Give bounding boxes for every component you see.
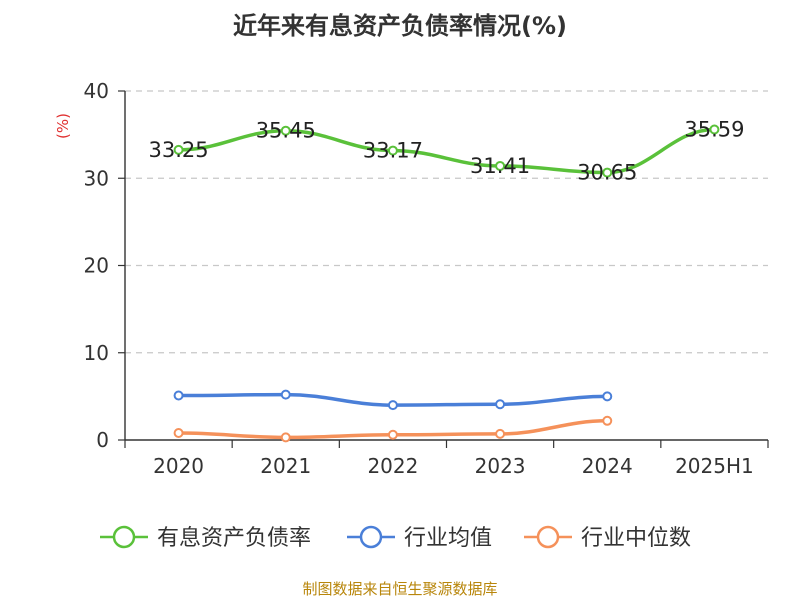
series-line-0 [178,127,715,175]
series-0-point-2022 [387,145,398,156]
series-1-point-2021 [280,389,291,400]
series-0-point-2020 [173,144,184,155]
y-axis-label: (%) [54,113,72,139]
series-0-point-2021 [280,125,291,136]
x-tick-label-2023: 2023 [475,454,526,478]
series-2-point-2022 [387,429,398,440]
series-layer [173,124,720,443]
y-tick-label-10: 10 [84,341,109,365]
series-0-point-2025H1 [709,124,720,135]
x-tick-label-2021: 2021 [260,454,311,478]
data-label-2024: 30.65 [577,161,637,185]
series-0-point-2023 [495,160,506,171]
gridlines [125,90,768,354]
y-tick-label-30: 30 [84,166,109,190]
data-label-2021: 35.45 [256,119,316,143]
series-2-point-2023 [495,428,506,439]
series-1-point-2020 [173,390,184,401]
legend-label-0: 有息资产负债率 [157,526,311,551]
chart-title: 近年来有息资产负债率情况(%) [233,12,567,40]
legend-marker-0 [112,525,136,549]
x-tick-label-2025H1: 2025H1 [675,454,754,478]
legend: 有息资产负债率 行业均值 行业中位数 [100,525,691,551]
series-0-point-2024 [602,167,613,178]
data-labels: 33.25 35.45 33.17 31.41 30.65 35.59 [149,117,745,184]
series-2-point-2024 [602,415,613,426]
y-tick-label-40: 40 [84,79,109,103]
series-1-point-2024 [602,391,613,402]
data-label-2023: 31.41 [470,154,530,178]
legend-label-2: 行业中位数 [581,526,691,551]
axes: 0 10 20 30 40 (%) 2020 2021 2022 2023 2024 2025H1 [54,79,769,478]
x-tick-label-2024: 2024 [582,454,633,478]
series-1-point-2023 [495,399,506,410]
data-label-2022: 33.17 [363,139,423,163]
x-tick-label-2022: 2022 [367,454,418,478]
legend-marker-2 [536,525,560,549]
data-label-2025H1: 35.59 [684,117,744,141]
data-label-2020: 33.25 [149,138,209,162]
y-tick-label-20: 20 [84,254,109,278]
legend-marker-1 [359,525,383,549]
x-tick-label-2020: 2020 [153,454,204,478]
series-1-point-2022 [387,400,398,411]
y-tick-label-0: 0 [96,428,109,452]
series-2-point-2021 [280,432,291,443]
series-2-point-2020 [173,428,184,439]
legend-label-1: 行业均值 [404,526,492,551]
data-source-note: 制图数据来自恒生聚源数据库 [302,580,498,598]
